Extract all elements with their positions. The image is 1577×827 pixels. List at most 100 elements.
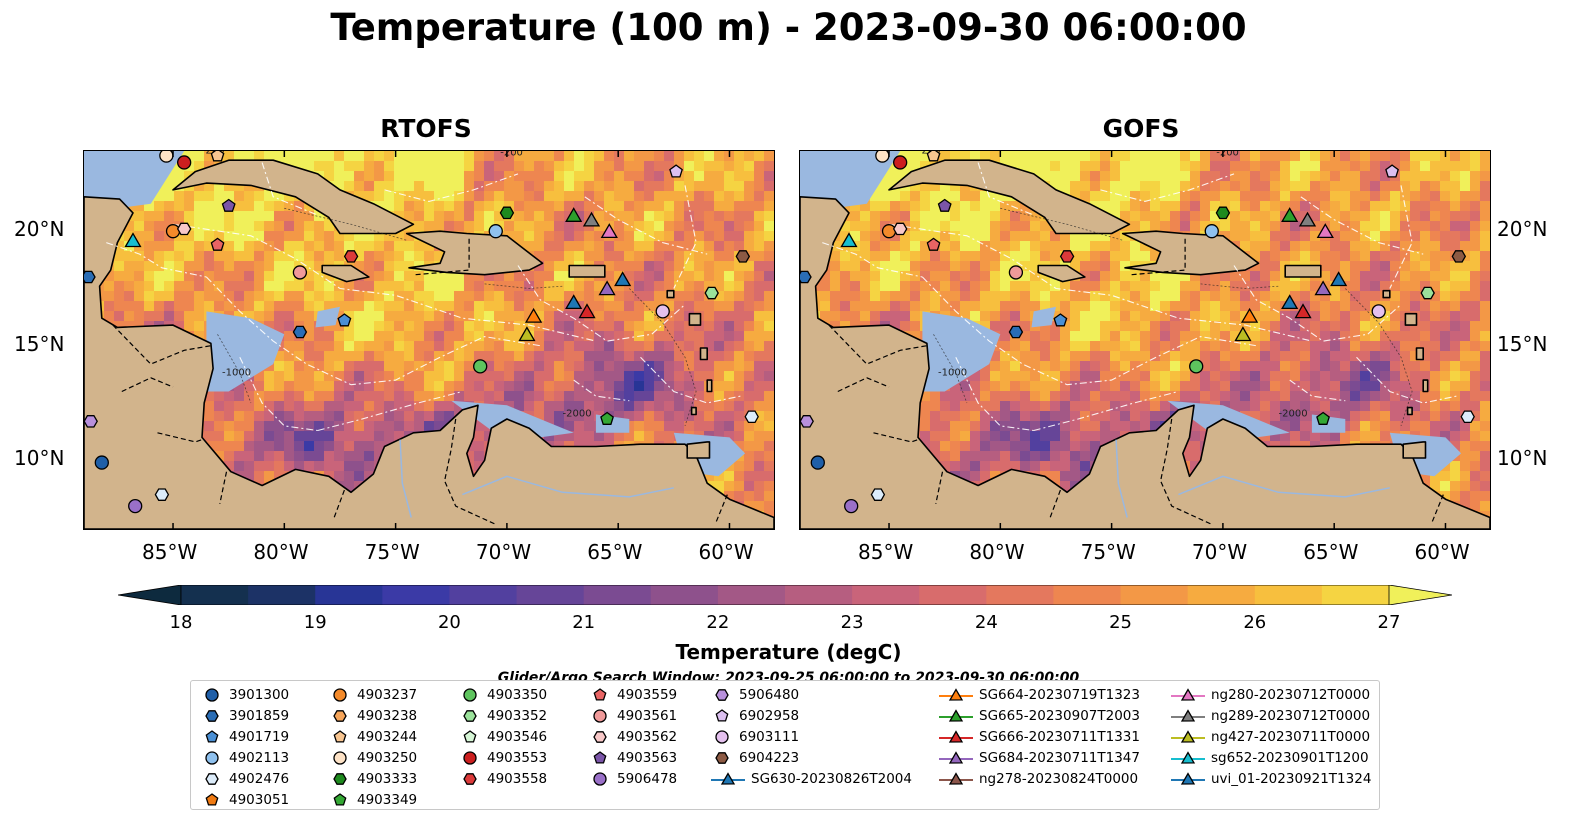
argo-float-4903558[interactable] (343, 250, 359, 263)
glider-uvi_01-20230921T1324[interactable] (614, 271, 632, 287)
argo-float-4902476[interactable] (870, 488, 886, 501)
argo-float-4903562[interactable] (892, 222, 908, 236)
legend-marker[interactable] (1180, 772, 1196, 785)
glider-SG630-20230826T2004[interactable] (565, 294, 583, 310)
glider-SG665-20230907T2003[interactable] (565, 207, 583, 222)
argo-float-4903250[interactable] (875, 151, 890, 163)
argo-float-3901300[interactable] (94, 455, 109, 470)
argo-float-4903237[interactable] (881, 224, 897, 239)
glider-ng289-20230712T0000[interactable] (582, 211, 601, 227)
legend-marker[interactable] (333, 688, 347, 702)
argo-float-3901859[interactable] (1008, 325, 1024, 339)
argo-float-6903111[interactable] (655, 304, 670, 319)
glider-SG630-20230826T2004[interactable] (1281, 294, 1299, 310)
argo-float-4903349[interactable] (600, 411, 614, 425)
legend-marker[interactable] (593, 772, 607, 786)
glider-SG666-20230711T1331[interactable] (578, 303, 596, 319)
glider-ng427-20230711T0000[interactable] (518, 326, 536, 342)
argo-float-4903349[interactable] (1316, 411, 1330, 425)
legend-marker[interactable] (948, 709, 964, 722)
argo-float-4903350[interactable] (473, 359, 488, 374)
argo-float-4902113[interactable] (488, 224, 503, 239)
legend-marker[interactable] (715, 730, 729, 744)
glider-ng280-20230712T0000[interactable] (600, 223, 618, 239)
map-rtofs[interactable]: -1000-2000-200-200 (83, 150, 775, 530)
legend-marker[interactable] (1180, 751, 1196, 764)
argo-float-4902476[interactable] (1460, 410, 1475, 424)
glider-ng427-20230711T0000[interactable] (1234, 326, 1252, 342)
glider-SG684-20230711T1347[interactable] (598, 280, 616, 296)
legend-marker[interactable] (333, 710, 347, 722)
legend-marker[interactable] (333, 730, 347, 743)
legend-marker[interactable] (333, 793, 347, 806)
argo-float-4903250[interactable] (159, 151, 174, 163)
glider-sg652-20230901T1200[interactable] (124, 232, 142, 248)
argo-float-3901859[interactable] (292, 325, 308, 339)
argo-float-3901859[interactable] (84, 270, 96, 284)
argo-float-4903559[interactable] (926, 237, 941, 251)
argo-float-4901719[interactable] (337, 313, 352, 327)
legend-marker[interactable] (948, 730, 964, 743)
legend-marker[interactable] (205, 773, 219, 785)
glider-SG665-20230907T2003[interactable] (1281, 207, 1299, 222)
argo-float-4903553[interactable] (893, 155, 908, 170)
legend-marker[interactable] (593, 731, 607, 743)
legend-marker[interactable] (205, 688, 219, 702)
legend-marker[interactable] (463, 751, 477, 765)
glider-SG666-20230711T1331[interactable] (1294, 303, 1312, 319)
legend-marker[interactable] (1180, 688, 1196, 701)
legend-marker[interactable] (948, 751, 964, 764)
argo-float-3901300[interactable] (810, 455, 825, 470)
legend-marker[interactable] (205, 730, 219, 743)
legend-marker[interactable] (463, 710, 477, 722)
legend-marker[interactable] (463, 688, 477, 702)
legend-marker[interactable] (948, 772, 964, 785)
glider-SG664-20230719T1323[interactable] (1240, 307, 1259, 323)
argo-float-4903352[interactable] (704, 286, 719, 300)
argo-float-6903111[interactable] (1371, 304, 1386, 319)
argo-float-5906480[interactable] (84, 415, 98, 428)
argo-float-4903352[interactable] (1420, 286, 1435, 300)
legend-marker[interactable] (333, 773, 347, 785)
argo-float-4903333[interactable] (1215, 206, 1231, 220)
argo-float-4903559[interactable] (210, 237, 225, 251)
legend-marker[interactable] (715, 752, 729, 764)
glider-sg652-20230901T1200[interactable] (840, 232, 858, 248)
glider-ng289-20230712T0000[interactable] (1298, 211, 1317, 227)
legend-marker[interactable] (463, 730, 477, 743)
legend-marker[interactable] (205, 793, 219, 806)
argo-float-4903561[interactable] (292, 265, 308, 280)
argo-float-4903350[interactable] (1189, 359, 1204, 374)
legend-marker[interactable] (948, 688, 964, 701)
argo-float-6902958[interactable] (669, 164, 683, 178)
glider-SG664-20230719T1323[interactable] (524, 307, 543, 323)
glider-SG684-20230711T1347[interactable] (1314, 280, 1332, 296)
glider-uvi_01-20230921T1324[interactable] (1330, 271, 1348, 287)
legend-marker[interactable] (715, 709, 729, 722)
legend-marker[interactable] (1180, 709, 1196, 722)
argo-float-4903553[interactable] (177, 155, 192, 170)
argo-float-5906480[interactable] (800, 415, 814, 428)
glider-ng280-20230712T0000[interactable] (1316, 223, 1334, 239)
argo-float-4902113[interactable] (1204, 224, 1219, 239)
argo-float-4903244[interactable] (210, 151, 225, 162)
legend-marker[interactable] (205, 710, 219, 722)
legend-marker[interactable] (593, 709, 607, 723)
argo-float-4903237[interactable] (165, 224, 181, 239)
legend-marker[interactable] (333, 751, 347, 765)
map-gofs[interactable]: -1000-2000-200-200 (799, 150, 1491, 530)
argo-float-4903333[interactable] (499, 206, 515, 220)
argo-float-4902476[interactable] (744, 410, 759, 424)
argo-float-5906478[interactable] (128, 498, 143, 514)
argo-float-6904223[interactable] (735, 250, 751, 263)
argo-float-4903563[interactable] (937, 198, 952, 212)
argo-float-4903558[interactable] (1059, 250, 1075, 263)
argo-float-5906478[interactable] (844, 498, 859, 514)
legend-marker[interactable] (463, 773, 477, 785)
argo-float-4903244[interactable] (926, 151, 941, 162)
legend-marker[interactable] (593, 688, 607, 701)
argo-float-3901859[interactable] (800, 270, 812, 284)
argo-float-4903563[interactable] (221, 198, 236, 212)
legend-marker[interactable] (715, 689, 729, 701)
argo-float-6904223[interactable] (1451, 250, 1467, 263)
